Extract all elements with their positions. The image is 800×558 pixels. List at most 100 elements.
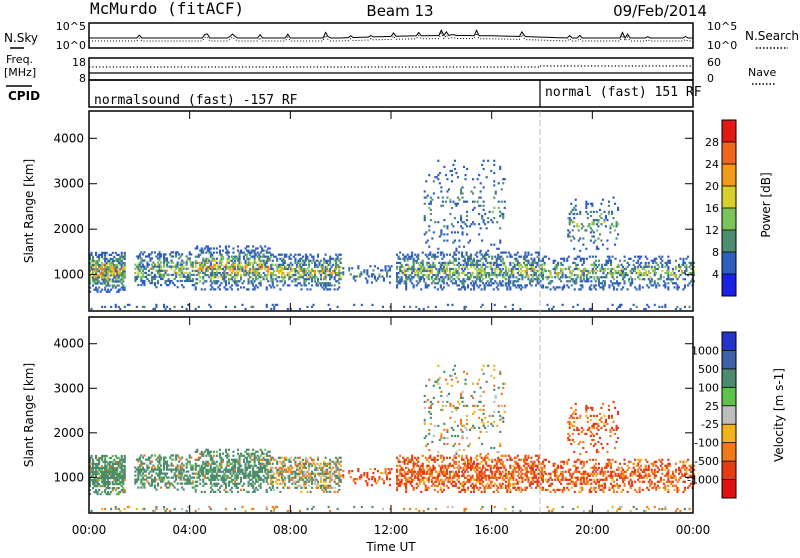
power-cell [374,275,376,277]
power-cell [388,265,390,267]
power-cell [606,248,608,250]
velocity-cell [269,487,271,489]
velocity-cell [121,463,123,465]
power-cell [113,285,115,287]
power-cell [657,282,659,284]
power-cell [136,278,138,280]
power-cell [453,274,455,276]
velocity-cell [269,455,271,457]
power-cell [587,270,589,272]
velocity-cell [340,465,342,467]
power-cell [488,256,490,258]
velocity-cell [95,475,97,477]
velocity-cell [422,465,424,467]
power-cell [142,274,144,276]
velocity-cell [272,471,274,473]
velocity-cell [143,463,145,465]
velocity-cell [249,467,251,469]
power-cell [598,280,600,282]
power-cell [195,288,197,290]
velocity-cell [246,457,248,459]
velocity-cell [91,455,93,457]
power-cell [372,273,374,275]
velocity-cell [325,489,327,491]
velocity-cell [360,474,362,476]
power-cell [631,280,633,282]
power-cell [220,262,222,264]
velocity-cell [234,481,236,483]
power-cell [438,280,440,282]
power-cell [163,276,165,278]
power-cell [491,278,493,280]
power-cell [225,276,227,278]
power-cell [527,262,529,264]
power-cell [512,308,514,310]
power-cell [607,262,609,264]
power-cell [272,264,274,266]
power-cell [608,205,610,207]
velocity-cell [348,470,350,472]
power-cell [115,306,117,308]
power-cell [554,276,556,278]
power-cell [249,264,251,266]
power-cell [181,284,183,286]
power-cell [351,267,353,269]
power-cell [453,264,455,266]
velocity-cell [225,449,227,451]
power-cell [609,225,611,227]
power-cell [207,262,209,264]
power-cell [519,308,521,310]
power-cell [326,262,328,264]
velocity-cell [317,483,319,485]
power-cell [269,258,271,260]
velocity-cell [413,465,415,467]
velocity-cell [228,449,230,451]
power-cell [242,282,244,284]
velocity-cell [140,481,142,483]
power-cell [222,268,224,270]
velocity-cell [385,472,387,474]
velocity-cell [413,461,415,463]
power-cell [689,282,691,284]
power-cell [596,276,598,278]
power-cell [204,288,206,290]
power-cell [328,304,330,306]
power-cell [166,260,168,262]
velocity-cell [417,457,419,459]
power-cell [445,201,447,203]
power-cell [622,270,624,272]
velocity-cell [163,465,165,467]
velocity-cell [251,465,253,467]
velocity-cell [414,471,416,473]
power-cell [234,268,236,270]
velocity-cell [237,477,239,479]
velocity-cell [282,487,284,489]
power-cell [473,266,475,268]
power-cell [231,278,233,280]
velocity-cell [119,491,121,493]
power-cell [559,272,561,274]
velocity-cell [405,485,407,487]
velocity-cell [205,455,207,457]
power-cell [481,280,483,282]
power-cell [602,244,604,246]
power-cell [651,268,653,270]
power-cell [640,266,642,268]
velocity-cell [166,463,168,465]
power-cell [577,304,579,306]
power-cell [636,288,638,290]
power-cell [460,217,462,219]
power-cell [455,172,457,174]
power-cell [251,262,253,264]
power-cell [231,260,233,262]
velocity-cell [201,465,203,467]
velocity-cell [282,461,284,463]
power-cell [593,266,595,268]
power-cell [112,287,114,289]
power-cell [317,284,319,286]
power-cell [637,260,639,262]
power-cell [542,258,544,260]
power-cell [338,274,340,276]
power-cell [602,272,604,274]
velocity-cell [410,477,412,479]
